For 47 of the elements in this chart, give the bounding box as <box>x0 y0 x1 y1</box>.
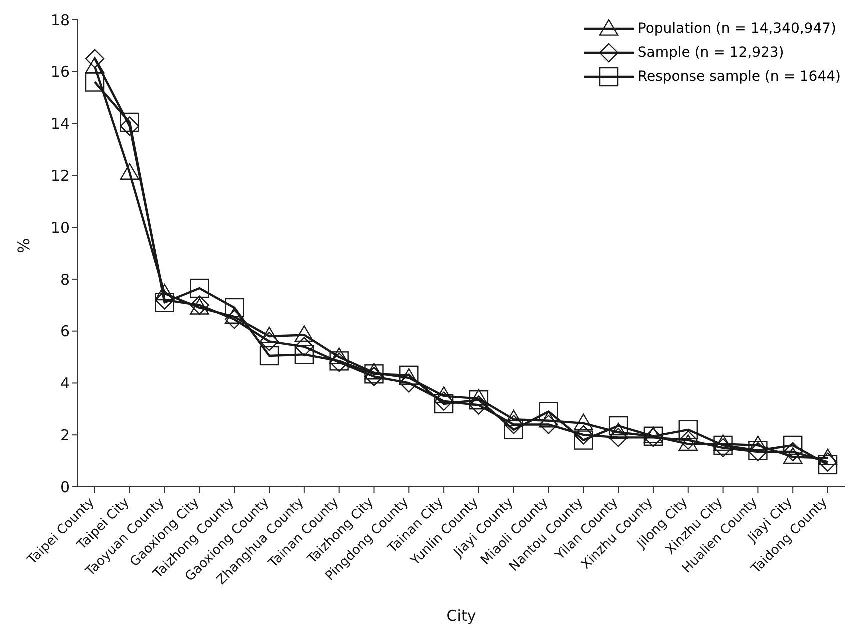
y-tick-label: 18 <box>50 11 70 30</box>
point <box>294 345 314 364</box>
point <box>818 448 838 466</box>
point <box>608 422 628 440</box>
point <box>714 434 733 452</box>
point <box>225 298 244 318</box>
y-tick-label: 16 <box>50 63 70 82</box>
point <box>678 420 698 440</box>
point <box>539 402 558 422</box>
point <box>608 416 628 436</box>
point <box>260 326 280 344</box>
point <box>85 57 105 74</box>
y-tick-label: 6 <box>60 322 70 341</box>
point <box>85 72 105 92</box>
y-tick-label: 0 <box>60 478 70 496</box>
y-tick-label: 12 <box>50 166 70 185</box>
point <box>260 346 280 366</box>
point <box>120 112 140 132</box>
point <box>330 348 349 364</box>
point <box>190 278 210 298</box>
point <box>539 411 558 428</box>
y-axis-title: % <box>14 238 34 254</box>
point <box>574 414 594 430</box>
y-tick-label: 10 <box>50 218 70 237</box>
point <box>504 420 524 440</box>
point <box>155 284 174 301</box>
legend-label: Response sample (n = 1644) <box>638 69 841 85</box>
point <box>678 434 698 452</box>
y-tick-label: 4 <box>60 374 70 393</box>
point <box>504 410 524 426</box>
point <box>469 390 489 410</box>
x-axis-title: City <box>446 607 476 625</box>
legend-label: Population (n = 14,340,947) <box>638 21 836 37</box>
point <box>469 389 489 406</box>
y-tick-label: 14 <box>50 115 70 134</box>
legend-label: Sample (n = 12,923) <box>638 45 784 61</box>
point <box>120 163 140 180</box>
point <box>818 455 838 475</box>
point <box>783 436 803 456</box>
point <box>85 49 105 69</box>
point <box>434 386 454 404</box>
point <box>783 448 803 464</box>
point <box>364 363 384 380</box>
point <box>294 326 314 342</box>
y-tick-label: 2 <box>60 426 70 444</box>
y-tick-label: 8 <box>60 270 70 289</box>
point <box>574 430 594 450</box>
